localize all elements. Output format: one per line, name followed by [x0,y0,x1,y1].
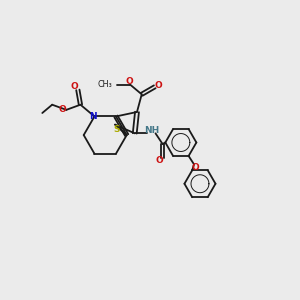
Text: CH₃: CH₃ [97,80,112,89]
Text: NH: NH [144,127,160,136]
Text: S: S [113,125,120,134]
Text: O: O [191,163,199,172]
Text: O: O [155,157,163,166]
Text: O: O [70,82,78,91]
Text: O: O [59,105,67,114]
Text: N: N [89,112,97,121]
Text: O: O [125,77,133,86]
Text: O: O [155,81,163,90]
